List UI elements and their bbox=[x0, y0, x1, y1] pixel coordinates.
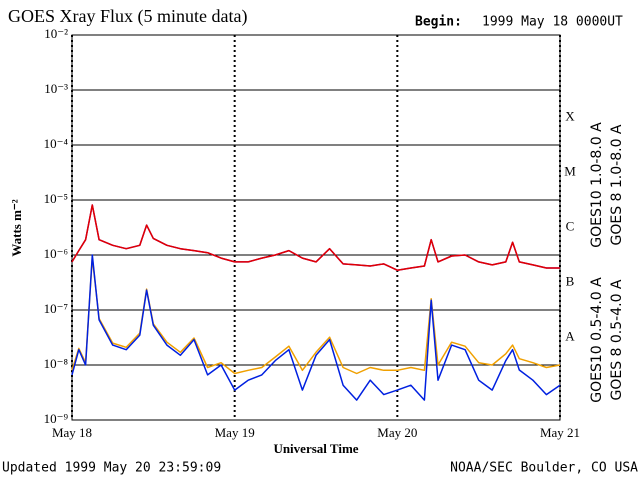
y-tick-label: 10⁻⁸ bbox=[44, 356, 69, 371]
y-tick-label: 10⁻⁶ bbox=[44, 246, 68, 261]
x-tick-label: May 18 bbox=[52, 425, 92, 440]
series-line bbox=[71, 204, 560, 271]
legend-label: GOES 8 0.5-4.0 A bbox=[609, 279, 625, 400]
x-tick-label: May 20 bbox=[377, 425, 417, 440]
legend-label: GOES10 1.0-8.0 A bbox=[589, 122, 605, 248]
y-tick-label: 10⁻⁴ bbox=[44, 136, 69, 151]
flare-class: A bbox=[565, 328, 575, 343]
series-line bbox=[71, 256, 561, 375]
chart-title: GOES Xray Flux (5 minute data) bbox=[8, 6, 247, 27]
y-tick-label: 10⁻⁵ bbox=[44, 191, 68, 206]
flare-class: X bbox=[565, 108, 575, 123]
y-tick-label: 10⁻³ bbox=[44, 81, 68, 96]
legend-label: GOES 8 1.0-8.0 A bbox=[609, 124, 625, 245]
flare-class: C bbox=[566, 218, 575, 233]
y-tick-label: 10⁻⁷ bbox=[44, 301, 68, 316]
begin-time: 1999 May 18 0000UT bbox=[482, 15, 623, 30]
legend-label: GOES10 0.5-4.0 A bbox=[589, 277, 605, 403]
x-tick-label: May 19 bbox=[215, 425, 255, 440]
begin-label: Begin: bbox=[415, 15, 462, 30]
y-axis-label: Watts m⁻² bbox=[9, 199, 24, 256]
updated: Updated 1999 May 20 23:59:09 bbox=[2, 461, 221, 476]
series-line bbox=[71, 254, 561, 401]
flare-class: B bbox=[566, 273, 575, 288]
y-tick-label: 10⁻² bbox=[44, 26, 68, 41]
x-tick-label: May 21 bbox=[540, 425, 580, 440]
flare-class: M bbox=[564, 163, 576, 178]
y-tick-label: 10⁻⁹ bbox=[44, 411, 69, 426]
credit: NOAA/SEC Boulder, CO USA bbox=[450, 461, 638, 476]
x-axis-label: Universal Time bbox=[273, 441, 358, 456]
